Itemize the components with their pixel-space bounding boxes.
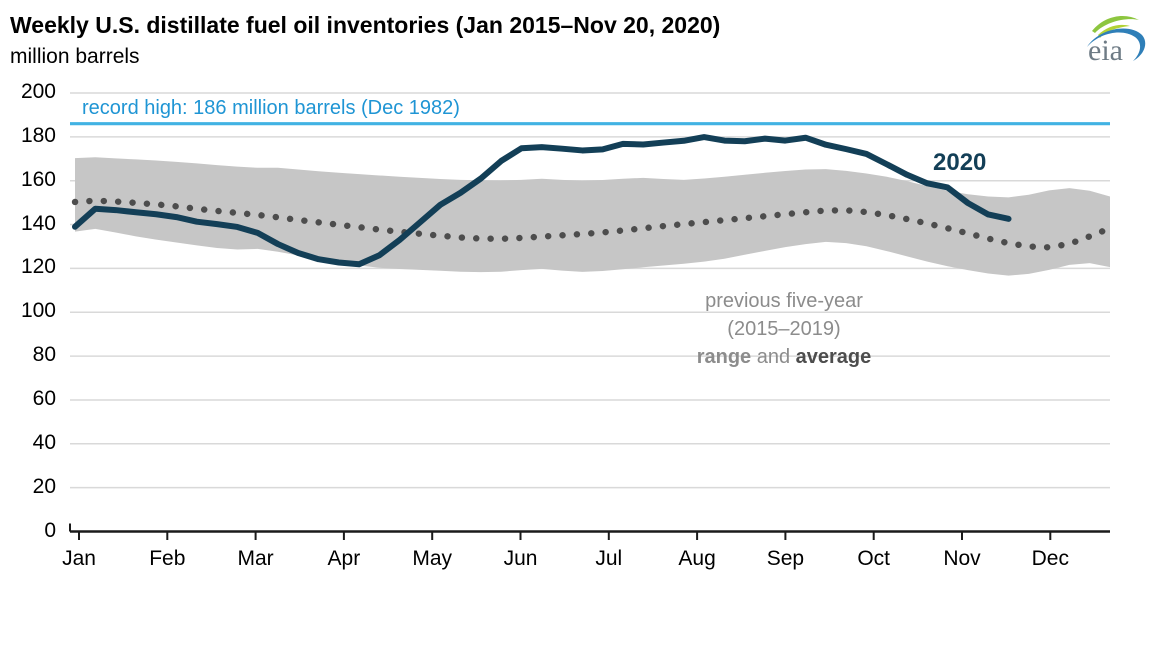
eia-logo-lightgreen-swoosh: [1098, 24, 1130, 38]
x-axis-label: Jul: [595, 547, 623, 570]
x-axis-label: Aug: [678, 547, 716, 570]
band-note-average-word: average: [795, 346, 872, 368]
y-axis-label: 200: [20, 80, 56, 103]
x-axis-label: Jun: [503, 547, 538, 570]
x-axis-label: Feb: [149, 547, 186, 570]
y-axis-label: 20: [32, 474, 56, 498]
y-axis-label: 80: [32, 343, 56, 367]
y-axis-label: 0: [44, 518, 56, 542]
eia-logo-text: eia: [1088, 34, 1123, 67]
y-axis-label: 140: [20, 211, 56, 235]
x-axis-label: Nov: [943, 547, 981, 570]
chart-title: Weekly U.S. distillate fuel oil inventor…: [10, 12, 721, 38]
record-high-label: record high: 186 million barrels (Dec 19…: [82, 97, 460, 119]
series-2020-label: 2020: [933, 149, 987, 176]
x-axis-label: Apr: [327, 547, 361, 570]
y-axis-label: 40: [32, 430, 56, 454]
band-note-and-word: and: [751, 346, 796, 368]
five-year-range-band: [75, 157, 1110, 276]
y-axis-label: 180: [20, 123, 56, 147]
y-axis-label: 120: [20, 255, 56, 279]
y-axis-label: 100: [20, 299, 56, 323]
band-note-range-word: range: [696, 346, 752, 368]
band-note-line2: (2015–2019): [727, 318, 841, 340]
five-year-average-line: [71, 197, 1114, 251]
chart-units-subtitle: million barrels: [10, 45, 140, 68]
y-axis-label: 60: [32, 386, 56, 410]
y-axis-label: 160: [20, 167, 56, 191]
x-axis-label: Sep: [766, 547, 805, 570]
eia-logo-green-swoosh: [1092, 15, 1139, 33]
band-note-line3: range and average: [634, 343, 934, 371]
eia-logo: eia: [1087, 15, 1146, 67]
x-axis-label: Oct: [857, 547, 891, 570]
band-note-line1: previous five-year: [705, 290, 863, 312]
x-axis-label: May: [412, 547, 453, 570]
x-axis-label: Jan: [62, 547, 96, 570]
five-year-band-note: previous five-year (2015–2019) range and…: [634, 287, 934, 371]
x-axis-label: Dec: [1031, 547, 1069, 570]
series-2020-line: [72, 134, 1012, 268]
x-axis-label: Mar: [237, 547, 274, 570]
